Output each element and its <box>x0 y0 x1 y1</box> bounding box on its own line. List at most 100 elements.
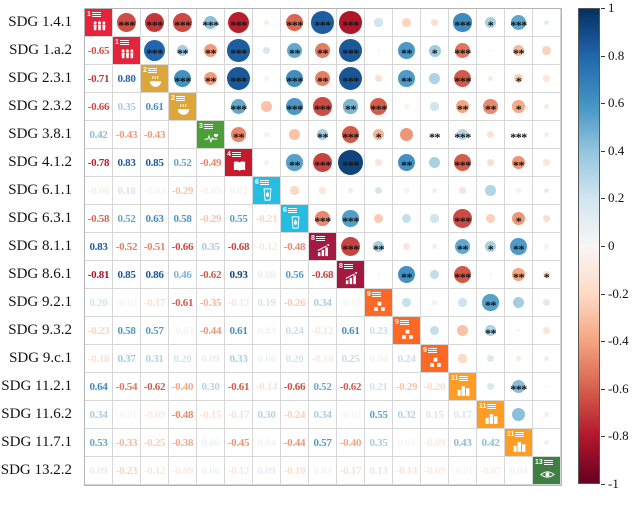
corr-value: 0.09 <box>257 464 276 477</box>
corr-cell-value: -0.20 <box>421 373 449 401</box>
corr-cell-value: -0.66 <box>85 93 113 121</box>
corr-value: -0.61 <box>171 296 194 309</box>
corr-value: 0.64 <box>89 380 108 393</box>
corr-cell-value: 0.80 <box>113 65 141 93</box>
corr-cell-value: 0.25 <box>337 345 365 373</box>
row-label-sdg-8-6-1: SDG 8.6.1 <box>8 265 72 282</box>
colorbar-tick-mark <box>601 341 605 343</box>
corr-value: 0.63 <box>145 212 164 225</box>
corr-cell-value: 0.52 <box>309 373 337 401</box>
corr-cell-value: -0.12 <box>309 317 337 345</box>
corr-cell-value: -0.62 <box>141 373 169 401</box>
sdg-glyph-bowl-icon <box>149 75 161 87</box>
corr-cell-value: -0.17 <box>141 289 169 317</box>
corr-value: -0.44 <box>199 324 222 337</box>
corr-cell-circle: *** <box>225 37 253 65</box>
corr-value: 0.20 <box>89 296 108 309</box>
corr-cell-circle: ** <box>309 121 337 149</box>
row-label-sdg-9-c-1: SDG 9.c.1 <box>9 349 72 366</box>
corr-cell-circle: *** <box>505 373 533 401</box>
sdg-goal-number: 6 <box>255 179 259 186</box>
diagonal-cell: 3 <box>197 121 225 149</box>
corr-circle <box>485 213 495 223</box>
corr-cell-circle: *** <box>337 205 365 233</box>
corr-circle <box>311 11 334 34</box>
significance-stars: ** <box>457 242 469 256</box>
corr-cell-circle <box>281 177 309 205</box>
corr-circle <box>487 131 494 138</box>
sdg-icon-header: 13 <box>535 459 559 467</box>
corr-cell-value: -0.61 <box>169 289 197 317</box>
sdg-icon-header: 11 <box>479 403 503 411</box>
diagonal-cell: 9 <box>393 317 421 345</box>
corr-value: -0.66 <box>171 240 194 253</box>
significance-stars: *** <box>146 46 163 60</box>
corr-cell-circle: *** <box>169 65 197 93</box>
corr-cell-value: 0.58 <box>113 317 141 345</box>
corr-circle <box>403 243 410 250</box>
corr-cell-value: 0.85 <box>113 261 141 289</box>
corr-value: 0.33 <box>229 352 248 365</box>
corr-cell-circle <box>533 317 561 345</box>
corr-cell-circle: *** <box>281 65 309 93</box>
diagonal-cell: 1 <box>113 37 141 65</box>
corr-cell-circle: ** <box>281 149 309 177</box>
significance-stars: *** <box>314 214 331 228</box>
corr-cell-value: 0.37 <box>113 345 141 373</box>
sdg-icon-header: 6 <box>283 207 307 215</box>
significance-stars: *** <box>314 18 331 32</box>
corr-circle <box>404 188 409 193</box>
corr-cell-value: 0.06 <box>197 429 225 457</box>
sdg-icon-header: 1 <box>87 11 111 19</box>
corr-circle <box>173 69 192 88</box>
sdg-glyph-people-icon <box>93 21 105 31</box>
corr-cell-value: 0.01 <box>393 429 421 457</box>
corr-value: 0.20 <box>285 352 304 365</box>
corr-value: 0.93 <box>229 268 248 281</box>
corr-value: -0.68 <box>311 268 334 281</box>
significance-stars: ** <box>513 270 525 284</box>
corr-cell-value: -0.81 <box>85 261 113 289</box>
corr-cell-circle <box>533 205 561 233</box>
sdg-title-microtext <box>459 376 469 381</box>
corr-cell-circle <box>477 121 505 149</box>
colorbar-tick-label: -1 <box>608 476 619 491</box>
corr-cell-circle <box>393 205 421 233</box>
corr-cell-circle <box>365 65 393 93</box>
sdg-goal-number: 11 <box>507 431 515 438</box>
corr-cell-circle: * <box>365 121 393 149</box>
corr-circle <box>453 209 472 228</box>
corr-circle <box>341 125 360 144</box>
significance-stars: *** <box>454 46 471 60</box>
corr-cell-circle <box>477 65 505 93</box>
corr-cell-value: -0.12 <box>225 289 253 317</box>
corr-value: -0.62 <box>143 380 166 393</box>
corr-cell-value: -0.61 <box>225 373 253 401</box>
corr-cell-circle: * <box>421 37 449 65</box>
corr-cell-circle: ** <box>281 37 309 65</box>
significance-stars: * <box>515 102 522 116</box>
corr-circle <box>203 43 218 58</box>
corr-cell-value: 0.23 <box>365 317 393 345</box>
colorbar-tick-mark <box>601 55 605 57</box>
corr-value: 0.23 <box>369 324 388 337</box>
corr-value: 0.03 <box>257 324 276 337</box>
row-label-sdg-11-2-1: SDG 11.2.1 <box>1 377 72 394</box>
significance-stars: *** <box>174 18 191 32</box>
corr-value: 0.83 <box>117 156 136 169</box>
colorbar-tick-mark <box>601 103 605 105</box>
corr-value: 0.86 <box>145 268 164 281</box>
corr-cell-value: 0.04 <box>505 457 533 485</box>
sdg-glyph-water-icon <box>291 216 299 229</box>
sdg-glyph-water-icon <box>263 188 271 201</box>
significance-stars: * <box>543 270 550 284</box>
corr-cell-circle <box>533 233 561 261</box>
colorbar-tick-label: -0.8 <box>608 428 629 444</box>
corr-cell-value: 0.30 <box>253 401 281 429</box>
sdg-13-icon: 13 <box>533 457 560 484</box>
corr-cell-circle <box>477 37 505 65</box>
corr-cell-value: 0.21 <box>365 373 393 401</box>
corr-circle <box>543 103 550 110</box>
corr-value: 0.25 <box>341 352 360 365</box>
corr-cell-circle <box>365 177 393 205</box>
